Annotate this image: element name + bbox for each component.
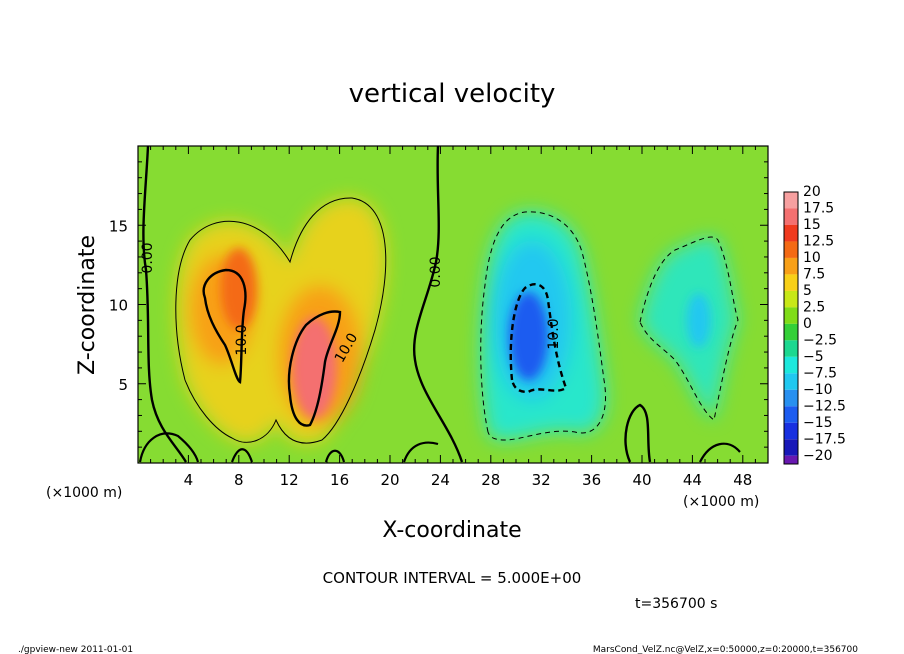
colorbar-swatch-11 bbox=[784, 373, 798, 390]
colorbar-label-10: −5 bbox=[803, 349, 824, 365]
colorbar-label-11: −7.5 bbox=[803, 365, 837, 381]
zero-contour-bottom bbox=[138, 432, 741, 463]
time-stamp: t=356700 s bbox=[635, 596, 717, 612]
contour-negative-5-right bbox=[639, 236, 739, 421]
y-tick-label-0: 5 bbox=[118, 376, 128, 394]
contour-label-3: 0.00 bbox=[428, 256, 444, 287]
x-tick-label-10: 44 bbox=[683, 471, 702, 489]
colorbar-swatch-7 bbox=[784, 307, 798, 324]
footer-right: MarsCond_VelZ.nc@VelZ,x=0:50000,z=0:2000… bbox=[593, 645, 858, 654]
colorbar-swatch-8 bbox=[784, 323, 798, 341]
zero-contour-left bbox=[142, 146, 188, 463]
colorbar-swatch-16 bbox=[784, 455, 798, 464]
contour-lines bbox=[138, 146, 741, 463]
x-unit-label: (×1000 m) bbox=[683, 494, 759, 510]
footer-left: ./gpview-new 2011-01-01 bbox=[18, 645, 133, 654]
field-peak-2 bbox=[509, 292, 549, 381]
chart-title: vertical velocity bbox=[349, 79, 556, 109]
colorbar: 2017.51512.5107.552.50−2.5−5−7.5−10−12.5… bbox=[783, 184, 846, 465]
colorbar-label-6: 5 bbox=[803, 283, 812, 299]
zero-contour-mid bbox=[412, 146, 464, 463]
colorbar-swatch-13 bbox=[784, 406, 798, 423]
axis-ticks bbox=[138, 146, 768, 463]
x-tick-label-0: 4 bbox=[184, 471, 194, 489]
field-peak-1 bbox=[291, 316, 337, 419]
colorbar-label-15: −17.5 bbox=[803, 431, 846, 447]
colorbar-label-14: −15 bbox=[803, 415, 833, 431]
velocity-field bbox=[175, 197, 738, 444]
colorbar-label-3: 12.5 bbox=[803, 233, 834, 249]
colorbar-label-12: −10 bbox=[803, 382, 833, 398]
colorbar-label-5: 7.5 bbox=[803, 266, 825, 282]
plot-area: 0.00 10.0 10.0 0.00 10.0 4 8 12 16 20 24 28 32 3… bbox=[109, 145, 769, 489]
colorbar-swatch-12 bbox=[784, 389, 798, 407]
field-peak-3 bbox=[686, 293, 711, 348]
colorbar-swatch-14 bbox=[784, 422, 798, 440]
contour-positive-5 bbox=[175, 197, 387, 444]
y-axis-label: Z-coordinate bbox=[75, 235, 100, 375]
x-tick-label-2: 12 bbox=[280, 471, 299, 489]
colorbar-label-0: 20 bbox=[803, 184, 821, 200]
x-tick-labels: 4 8 12 16 20 24 28 32 36 40 44 48 bbox=[184, 471, 753, 489]
contour-positive-10-left bbox=[202, 268, 247, 384]
x-tick-label-4: 20 bbox=[380, 471, 399, 489]
x-tick-label-3: 16 bbox=[330, 471, 349, 489]
contour-label-group: 0.00 10.0 10.0 0.00 10.0 bbox=[140, 242, 562, 365]
x-tick-label-11: 48 bbox=[733, 471, 752, 489]
colorbar-swatch-1 bbox=[784, 208, 798, 225]
x-tick-label-1: 8 bbox=[234, 471, 244, 489]
y-unit-label: (×1000 m) bbox=[46, 485, 122, 501]
field-peak-0 bbox=[220, 247, 257, 330]
colorbar-swatch-9 bbox=[784, 340, 798, 357]
colorbar-label-7: 2.5 bbox=[803, 299, 825, 315]
colorbar-label-2: 15 bbox=[803, 217, 821, 233]
colorbar-label-1: 17.5 bbox=[803, 200, 834, 216]
x-tick-label-5: 24 bbox=[431, 471, 450, 489]
colorbar-swatch-3 bbox=[784, 241, 798, 258]
x-tick-label-7: 32 bbox=[532, 471, 551, 489]
x-tick-label-9: 40 bbox=[632, 471, 651, 489]
y-tick-labels: 5 10 15 bbox=[109, 217, 128, 394]
contour-negative-5 bbox=[480, 211, 606, 441]
y-tick-label-2: 15 bbox=[109, 217, 128, 235]
contour-negative-10 bbox=[509, 283, 568, 394]
contour-interval-text: CONTOUR INTERVAL = 5.000E+00 bbox=[323, 569, 582, 587]
colorbar-swatch-0 bbox=[784, 192, 798, 209]
x-axis-label: X-coordinate bbox=[382, 518, 521, 543]
colorbar-label-16: −20 bbox=[803, 448, 833, 464]
colorbar-label-9: −2.5 bbox=[803, 332, 837, 348]
zero-contour-right bbox=[624, 403, 652, 463]
colorbar-swatch-15 bbox=[784, 439, 798, 456]
colorbar-label-13: −12.5 bbox=[803, 398, 846, 414]
colorbar-swatch-4 bbox=[784, 257, 798, 275]
colorbar-swatch-2 bbox=[784, 224, 798, 242]
x-tick-label-6: 28 bbox=[481, 471, 500, 489]
colorbar-swatch-10 bbox=[784, 356, 798, 374]
colorbar-frame bbox=[783, 191, 799, 465]
contour-label-0: 0.00 bbox=[140, 242, 156, 273]
colorbar-swatch-6 bbox=[784, 290, 798, 308]
colorbar-label-8: 0 bbox=[803, 316, 812, 332]
y-tick-label-1: 10 bbox=[109, 297, 128, 315]
contour-positive-10-right bbox=[287, 310, 342, 427]
contour-label-4: 10.0 bbox=[546, 318, 562, 349]
contour-label-1: 10.0 bbox=[234, 324, 250, 355]
x-tick-label-8: 36 bbox=[582, 471, 601, 489]
colorbar-label-4: 10 bbox=[803, 250, 821, 266]
colorbar-swatch-5 bbox=[784, 274, 798, 291]
